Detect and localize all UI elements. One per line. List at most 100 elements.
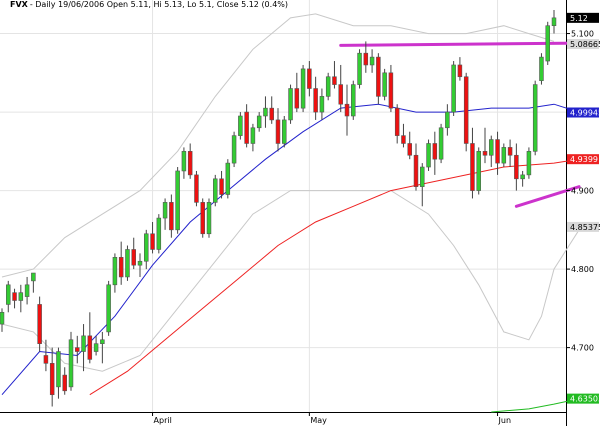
candle <box>520 170 525 187</box>
candle <box>489 135 494 168</box>
price-tag-bg <box>567 12 599 23</box>
candle <box>56 347 61 399</box>
candle-body <box>520 174 525 180</box>
price-tags: 5.12 5.08665 4.99945 4.9399 4.85375 4.63503 <box>567 12 600 404</box>
trendline <box>339 41 594 47</box>
price-tag: 4.63503 <box>567 393 600 404</box>
candle <box>313 76 318 120</box>
candle-body <box>244 111 249 144</box>
candle-body <box>93 343 99 352</box>
candle-body <box>382 72 387 97</box>
candle-body <box>463 76 469 144</box>
candle <box>282 115 287 148</box>
candle <box>470 127 475 199</box>
candle <box>6 280 11 313</box>
candle-body <box>394 107 400 136</box>
candle <box>514 143 519 191</box>
candle-body <box>369 56 375 66</box>
candle <box>307 61 312 97</box>
candle-body <box>332 76 337 85</box>
candle-body <box>112 257 118 286</box>
candle <box>420 163 425 207</box>
candle <box>501 143 507 168</box>
candle <box>162 198 168 230</box>
candle <box>112 253 118 293</box>
candle <box>106 280 111 336</box>
price-tag-bg <box>567 107 599 118</box>
candle <box>169 194 174 238</box>
candle <box>93 335 99 356</box>
candle <box>206 198 212 238</box>
candle <box>150 221 155 254</box>
plot-frame <box>0 0 567 426</box>
candle-body <box>445 111 450 129</box>
ma50-line <box>89 158 580 396</box>
candle <box>175 167 180 234</box>
price-tag-bg <box>567 39 599 50</box>
candle-body <box>514 154 519 180</box>
candle <box>344 84 350 136</box>
candle-body <box>401 135 406 144</box>
candle <box>275 108 281 152</box>
x-tick-label: May <box>310 416 327 425</box>
candle <box>231 131 237 168</box>
candle-body <box>150 233 155 250</box>
candle-body <box>545 25 550 62</box>
x-tick-label: Jun <box>498 416 512 425</box>
candle <box>369 49 375 73</box>
candle <box>495 131 500 175</box>
candle-body <box>344 103 350 117</box>
candle-body <box>420 166 425 187</box>
candle-body <box>532 84 538 152</box>
symbol-label: FVX <box>10 0 28 9</box>
header-text: - Daily 19/06/2006 Open 5.11, Hi 5.13, L… <box>29 0 289 9</box>
candle-body <box>206 202 212 235</box>
candle <box>413 143 419 191</box>
candle <box>12 288 17 309</box>
candle <box>100 331 105 364</box>
candle-body <box>213 178 218 203</box>
candle-body <box>388 72 394 109</box>
candle <box>476 147 481 195</box>
candle <box>432 131 438 175</box>
candle <box>137 253 143 277</box>
candle <box>482 127 488 164</box>
candle <box>526 147 532 179</box>
candle <box>294 72 300 113</box>
candle <box>37 296 42 352</box>
candle <box>213 174 218 207</box>
candle-body <box>551 17 557 27</box>
trendline <box>514 185 581 208</box>
candle <box>363 41 369 73</box>
candle-body <box>263 107 268 117</box>
candle <box>0 308 5 332</box>
candle <box>244 104 249 148</box>
candle <box>463 72 469 152</box>
candle <box>31 272 36 293</box>
candle-body <box>325 76 331 97</box>
candle-body <box>24 284 30 297</box>
candle-body <box>426 143 431 168</box>
candle-body <box>470 143 475 191</box>
candle-body <box>125 249 130 278</box>
candle-body <box>175 170 180 231</box>
candle <box>545 21 550 65</box>
candle-body <box>156 217 162 250</box>
candle-body <box>75 347 80 352</box>
candle-body <box>219 178 224 195</box>
candle-body <box>225 162 231 195</box>
price-tag: 5.12 <box>567 12 599 23</box>
y-tick-label: 4.800 <box>571 265 594 274</box>
candle-body <box>438 127 444 160</box>
candle-body <box>18 292 24 301</box>
candle <box>87 312 93 364</box>
candle <box>319 88 325 120</box>
candle <box>24 276 30 305</box>
candle-body <box>432 143 438 160</box>
price-tag: 4.9399 <box>567 154 599 165</box>
candle-body <box>43 355 49 364</box>
candle-body <box>319 96 325 113</box>
price-tag: 4.85375 <box>567 221 600 232</box>
candle-body <box>181 151 187 172</box>
